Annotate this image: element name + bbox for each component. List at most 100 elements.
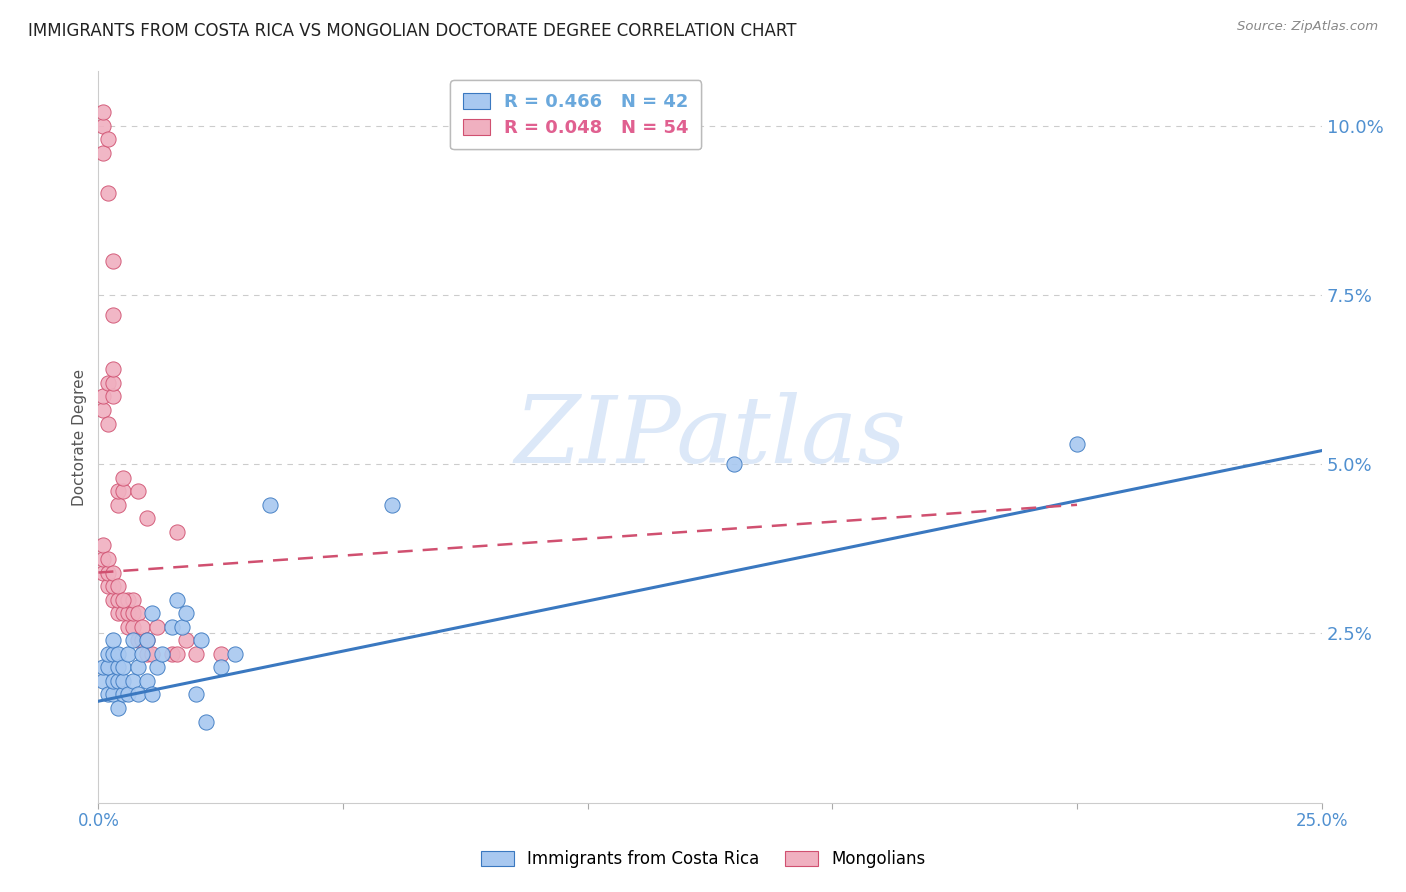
- Point: [195, 714, 218, 729]
- Point: [723, 457, 745, 471]
- Point: [111, 660, 134, 674]
- Point: [136, 633, 159, 648]
- Point: [186, 688, 208, 702]
- Text: Source: ZipAtlas.com: Source: ZipAtlas.com: [1237, 20, 1378, 33]
- Point: [101, 308, 124, 322]
- Point: [136, 673, 159, 688]
- Point: [176, 633, 198, 648]
- Point: [121, 592, 143, 607]
- Point: [97, 376, 120, 390]
- Point: [131, 620, 153, 634]
- Y-axis label: Doctorate Degree: Doctorate Degree: [72, 368, 87, 506]
- Point: [259, 498, 281, 512]
- Point: [111, 471, 134, 485]
- Point: [101, 389, 124, 403]
- Point: [91, 145, 114, 160]
- Point: [160, 620, 183, 634]
- Point: [101, 566, 124, 580]
- Point: [91, 552, 114, 566]
- Point: [170, 620, 193, 634]
- Point: [111, 606, 134, 620]
- Point: [101, 673, 124, 688]
- Point: [91, 105, 114, 120]
- Text: IMMIGRANTS FROM COSTA RICA VS MONGOLIAN DOCTORATE DEGREE CORRELATION CHART: IMMIGRANTS FROM COSTA RICA VS MONGOLIAN …: [28, 22, 797, 40]
- Point: [127, 660, 149, 674]
- Point: [101, 633, 124, 648]
- Point: [91, 538, 114, 552]
- Point: [91, 403, 114, 417]
- Point: [101, 376, 124, 390]
- Point: [97, 660, 120, 674]
- Point: [146, 620, 169, 634]
- Point: [117, 688, 139, 702]
- Point: [186, 647, 208, 661]
- Point: [107, 606, 129, 620]
- Point: [91, 566, 114, 580]
- Point: [97, 132, 120, 146]
- Point: [101, 688, 124, 702]
- Point: [127, 484, 149, 499]
- Point: [101, 647, 124, 661]
- Point: [97, 647, 120, 661]
- Point: [166, 647, 188, 661]
- Point: [160, 647, 183, 661]
- Legend: R = 0.466   N = 42, R = 0.048   N = 54: R = 0.466 N = 42, R = 0.048 N = 54: [450, 80, 702, 150]
- Point: [131, 633, 153, 648]
- Point: [91, 673, 114, 688]
- Point: [91, 660, 114, 674]
- Point: [107, 660, 129, 674]
- Point: [121, 620, 143, 634]
- Point: [209, 660, 232, 674]
- Point: [97, 688, 120, 702]
- Point: [176, 606, 198, 620]
- Point: [141, 606, 163, 620]
- Point: [141, 688, 163, 702]
- Point: [111, 688, 134, 702]
- Point: [117, 620, 139, 634]
- Point: [121, 633, 143, 648]
- Text: 25.0%: 25.0%: [1295, 812, 1348, 830]
- Point: [97, 417, 120, 431]
- Point: [117, 647, 139, 661]
- Point: [111, 592, 134, 607]
- Point: [146, 660, 169, 674]
- Point: [107, 579, 129, 593]
- Text: ZIPatlas: ZIPatlas: [515, 392, 905, 482]
- Point: [224, 647, 246, 661]
- Point: [111, 484, 134, 499]
- Point: [101, 592, 124, 607]
- Legend: Immigrants from Costa Rica, Mongolians: Immigrants from Costa Rica, Mongolians: [474, 844, 932, 875]
- Point: [136, 511, 159, 525]
- Point: [131, 647, 153, 661]
- Point: [166, 524, 188, 539]
- Point: [127, 633, 149, 648]
- Point: [150, 647, 173, 661]
- Point: [91, 119, 114, 133]
- Text: 0.0%: 0.0%: [77, 812, 120, 830]
- Point: [117, 606, 139, 620]
- Point: [111, 673, 134, 688]
- Point: [107, 592, 129, 607]
- Point: [97, 552, 120, 566]
- Point: [101, 579, 124, 593]
- Point: [107, 498, 129, 512]
- Point: [121, 673, 143, 688]
- Point: [141, 647, 163, 661]
- Point: [1066, 437, 1088, 451]
- Point: [136, 633, 159, 648]
- Point: [97, 186, 120, 201]
- Point: [127, 606, 149, 620]
- Point: [107, 484, 129, 499]
- Point: [107, 701, 129, 715]
- Point: [190, 633, 212, 648]
- Point: [101, 254, 124, 268]
- Point: [97, 566, 120, 580]
- Point: [381, 498, 404, 512]
- Point: [127, 688, 149, 702]
- Point: [97, 579, 120, 593]
- Point: [117, 592, 139, 607]
- Point: [107, 647, 129, 661]
- Point: [121, 606, 143, 620]
- Point: [209, 647, 232, 661]
- Point: [136, 647, 159, 661]
